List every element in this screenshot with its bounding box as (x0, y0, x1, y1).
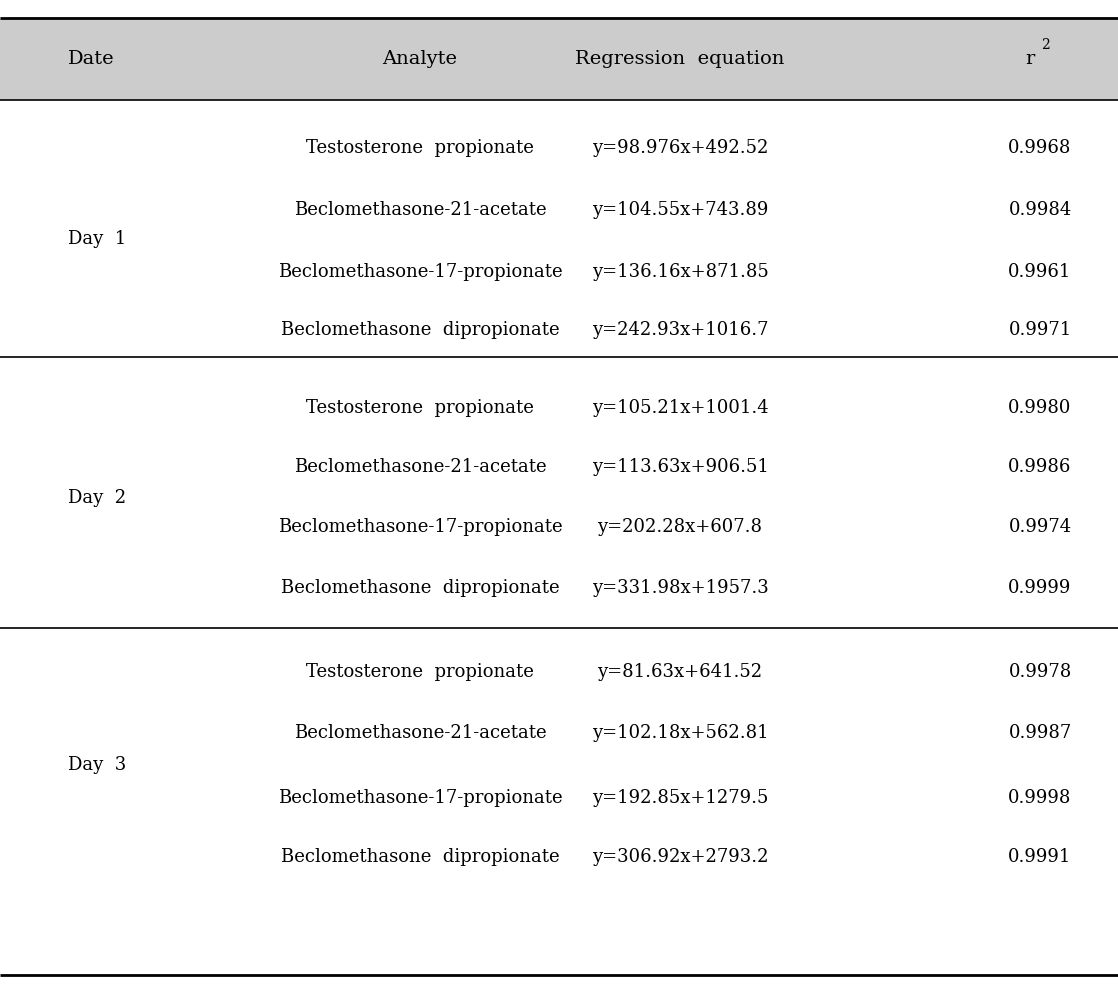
Text: y=136.16x+871.85: y=136.16x+871.85 (591, 263, 768, 281)
Bar (0, 18, 1118, 100)
Text: y=81.63x+641.52: y=81.63x+641.52 (597, 663, 762, 681)
Text: 0.9961: 0.9961 (1008, 263, 1072, 281)
Text: Date: Date (68, 50, 115, 68)
Text: Testosterone  propionate: Testosterone propionate (306, 663, 534, 681)
Text: 0.9998: 0.9998 (1008, 789, 1072, 807)
Text: 0.9978: 0.9978 (1008, 663, 1072, 681)
Text: Beclomethasone-21-acetate: Beclomethasone-21-acetate (294, 724, 547, 742)
Text: Day  2: Day 2 (68, 489, 126, 507)
Text: Regression  equation: Regression equation (576, 50, 785, 68)
Text: y=192.85x+1279.5: y=192.85x+1279.5 (591, 789, 768, 807)
Text: Testosterone  propionate: Testosterone propionate (306, 399, 534, 417)
Text: 0.9984: 0.9984 (1008, 201, 1072, 219)
Text: r: r (1025, 50, 1034, 68)
Text: y=98.976x+492.52: y=98.976x+492.52 (591, 139, 768, 157)
Text: 0.9991: 0.9991 (1008, 848, 1072, 866)
Text: y=105.21x+1001.4: y=105.21x+1001.4 (591, 399, 768, 417)
Text: Beclomethasone  dipropionate: Beclomethasone dipropionate (281, 321, 559, 339)
Text: Analyte: Analyte (382, 50, 457, 68)
Text: y=306.92x+2793.2: y=306.92x+2793.2 (591, 848, 768, 866)
Text: 0.9986: 0.9986 (1008, 458, 1072, 476)
Text: Day  3: Day 3 (68, 756, 126, 774)
Text: Day  1: Day 1 (68, 230, 126, 248)
Text: Beclomethasone-17-propionate: Beclomethasone-17-propionate (277, 518, 562, 536)
Text: 0.9968: 0.9968 (1008, 139, 1072, 157)
Text: 2: 2 (1041, 38, 1050, 52)
Text: 0.9999: 0.9999 (1008, 579, 1072, 597)
Text: y=242.93x+1016.7: y=242.93x+1016.7 (591, 321, 768, 339)
Text: y=202.28x+607.8: y=202.28x+607.8 (597, 518, 762, 536)
Text: Beclomethasone-21-acetate: Beclomethasone-21-acetate (294, 201, 547, 219)
Text: Testosterone  propionate: Testosterone propionate (306, 139, 534, 157)
Text: y=102.18x+562.81: y=102.18x+562.81 (591, 724, 768, 742)
Text: y=113.63x+906.51: y=113.63x+906.51 (591, 458, 768, 476)
Text: Beclomethasone  dipropionate: Beclomethasone dipropionate (281, 848, 559, 866)
Text: 0.9980: 0.9980 (1008, 399, 1072, 417)
Text: 0.9974: 0.9974 (1008, 518, 1071, 536)
Text: 0.9971: 0.9971 (1008, 321, 1072, 339)
Text: y=331.98x+1957.3: y=331.98x+1957.3 (591, 579, 768, 597)
Text: Beclomethasone-17-propionate: Beclomethasone-17-propionate (277, 789, 562, 807)
Text: Beclomethasone-17-propionate: Beclomethasone-17-propionate (277, 263, 562, 281)
Text: 0.9987: 0.9987 (1008, 724, 1072, 742)
Text: Beclomethasone  dipropionate: Beclomethasone dipropionate (281, 579, 559, 597)
Text: y=104.55x+743.89: y=104.55x+743.89 (591, 201, 768, 219)
Text: Beclomethasone-21-acetate: Beclomethasone-21-acetate (294, 458, 547, 476)
